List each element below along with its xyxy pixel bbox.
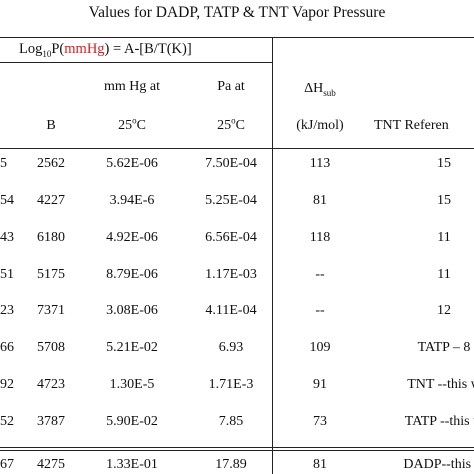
- cell-dh: 109: [309, 340, 331, 355]
- cell-dh: 73: [313, 414, 327, 429]
- cell-pa: 6.93: [218, 340, 244, 355]
- double-rule-bottom: [0, 450, 474, 451]
- mmhg-header-line1: mm Hg at: [104, 79, 160, 94]
- cell-mmhg: 1.33E-01: [106, 457, 158, 472]
- formula-log: Log: [19, 41, 43, 57]
- cell-ref: TATP – 8: [417, 340, 471, 355]
- cell-ref: 12: [437, 303, 451, 318]
- formula-rule: [0, 62, 272, 63]
- cell-pa: 4.11E-04: [205, 303, 257, 318]
- cell-dh: --: [315, 267, 325, 282]
- cell-b: 6180: [37, 230, 65, 245]
- cell-ref: TATP --this w: [404, 414, 474, 429]
- formula-header: Log10P(mmHg) = A-[B/T(K)]: [19, 40, 192, 58]
- double-rule-top: [0, 447, 474, 448]
- cell-ref: 11: [437, 267, 451, 282]
- cell-a: 23: [0, 303, 14, 318]
- cell-b: 4275: [37, 457, 65, 472]
- formula-log-sub: 10: [42, 48, 52, 59]
- dh-header: ΔHsub: [304, 80, 336, 98]
- cell-ref: TNT --this w: [407, 377, 474, 392]
- cell-b: 3787: [37, 414, 65, 429]
- cell-b: 4227: [37, 193, 65, 208]
- cell-ref: 15: [437, 193, 451, 208]
- cell-dh: 81: [313, 457, 327, 472]
- cell-ref: DADP--this w: [403, 457, 474, 472]
- cell-a: 67: [0, 457, 14, 472]
- cell-mmhg: 1.30E-5: [109, 377, 155, 392]
- cell-b: 5708: [37, 340, 65, 355]
- cell-pa: 7.85: [218, 414, 244, 429]
- pa-header-temp: 25oC: [217, 115, 245, 133]
- cell-a: 54: [0, 193, 14, 208]
- cell-mmhg: 5.90E-02: [106, 414, 158, 429]
- cell-b: 2562: [37, 156, 65, 171]
- cell-pa: 1.17E-03: [205, 267, 257, 282]
- cell-dh: --: [315, 303, 325, 318]
- cell-a: 52: [0, 414, 14, 429]
- cell-a: 92: [0, 377, 14, 392]
- b-header: B: [46, 118, 56, 133]
- cell-b: 4723: [37, 377, 65, 392]
- pa-header-line1: Pa at: [217, 79, 245, 94]
- cell-pa: 7.50E-04: [205, 156, 257, 171]
- header-rule: [0, 148, 474, 149]
- column-divider: [272, 37, 273, 474]
- cell-mmhg: 3.94E-6: [109, 193, 155, 208]
- cell-dh: 81: [313, 193, 327, 208]
- formula-rest: ) = A-[B/T(K)]: [104, 41, 192, 57]
- cell-ref: 11: [437, 230, 451, 245]
- cell-ref: 15: [437, 156, 451, 171]
- formula-units: mmHg: [64, 41, 105, 57]
- top-rule: [0, 37, 474, 38]
- cell-a: 5: [0, 156, 7, 171]
- dh-symbol: ΔH: [304, 81, 324, 96]
- ref-header: TNT Referen: [374, 118, 449, 133]
- cell-pa: 17.89: [215, 457, 247, 472]
- cell-mmhg: 5.62E-06: [106, 156, 158, 171]
- mmhg-header-temp: 25oC: [118, 115, 146, 133]
- cell-a: 51: [0, 267, 14, 282]
- dh-units-header: (kJ/mol): [296, 118, 344, 133]
- cell-dh: 113: [309, 156, 331, 171]
- cell-mmhg: 4.92E-06: [106, 230, 158, 245]
- cell-a: 43: [0, 230, 14, 245]
- cell-b: 7371: [37, 303, 65, 318]
- table-title: Values for DADP, TATP & TNT Vapor Pressu…: [88, 4, 386, 21]
- cell-dh: 91: [313, 377, 327, 392]
- cell-mmhg: 8.79E-06: [106, 267, 158, 282]
- cell-pa: 5.25E-04: [205, 193, 257, 208]
- cell-mmhg: 5.21E-02: [106, 340, 158, 355]
- dh-sub: sub: [323, 87, 336, 98]
- cell-pa: 6.56E-04: [205, 230, 257, 245]
- cell-mmhg: 3.08E-06: [106, 303, 158, 318]
- cell-pa: 1.71E-3: [208, 377, 254, 392]
- formula-p: P(: [51, 41, 65, 57]
- cell-b: 5175: [37, 267, 65, 282]
- cell-a: 66: [0, 340, 14, 355]
- cell-dh: 118: [309, 230, 331, 245]
